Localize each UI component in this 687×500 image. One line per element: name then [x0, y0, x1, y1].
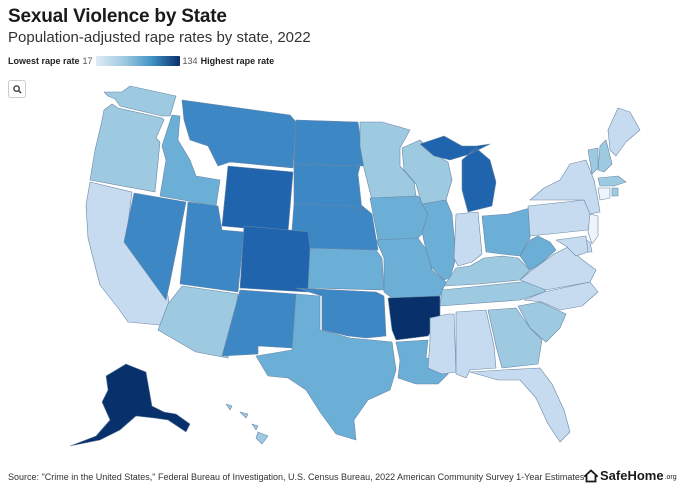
state-pa[interactable]	[527, 199, 593, 237]
state-nh[interactable]	[597, 139, 613, 173]
map-title: Sexual Violence by State	[8, 6, 227, 27]
safehome-logo: SafeHome .org	[584, 468, 677, 483]
state-al[interactable]	[455, 309, 497, 379]
state-mo[interactable]	[375, 237, 447, 299]
legend-low-value: 17	[82, 56, 93, 66]
state-fl[interactable]	[469, 367, 571, 443]
state-co[interactable]	[239, 225, 313, 293]
color-legend: Lowest rape rate 17 134 Highest rape rat…	[8, 54, 274, 68]
brand-name: SafeHome	[600, 468, 664, 483]
state-wa[interactable]	[103, 85, 177, 117]
state-nc[interactable]	[523, 281, 599, 311]
state-la[interactable]	[395, 339, 449, 385]
state-mi[interactable]	[419, 135, 497, 213]
state-wv[interactable]	[519, 235, 557, 271]
state-or[interactable]	[89, 103, 165, 193]
map-subtitle: Population-adjusted rape rates by state,…	[8, 29, 311, 46]
state-ar[interactable]	[387, 295, 441, 341]
state-il[interactable]	[421, 199, 457, 281]
zoom-button[interactable]	[8, 80, 26, 98]
state-in[interactable]	[453, 211, 483, 267]
state-wy[interactable]	[221, 165, 294, 233]
state-sd[interactable]	[293, 163, 363, 211]
state-nj[interactable]	[587, 213, 599, 245]
state-ia[interactable]	[369, 195, 431, 241]
state-oh[interactable]	[481, 207, 531, 257]
search-icon	[12, 84, 22, 94]
state-ne[interactable]	[291, 203, 379, 251]
state-ma[interactable]	[597, 175, 627, 187]
state-ri[interactable]	[611, 187, 619, 197]
state-ny[interactable]	[529, 159, 601, 215]
state-md[interactable]	[555, 235, 589, 257]
state-ks[interactable]	[307, 247, 385, 291]
state-az[interactable]	[157, 285, 239, 359]
house-logo-icon	[584, 468, 598, 482]
state-nd[interactable]	[293, 119, 365, 167]
state-ok[interactable]	[295, 287, 387, 339]
state-id[interactable]	[159, 114, 221, 207]
legend-high-label: Highest rape rate	[200, 56, 275, 66]
state-ms[interactable]	[427, 313, 457, 375]
state-nv[interactable]	[123, 192, 187, 301]
state-ak[interactable]	[69, 363, 191, 447]
legend-high-value: 134	[182, 56, 198, 66]
legend-gradient-bar	[95, 56, 180, 66]
state-ky[interactable]	[443, 255, 531, 287]
state-me[interactable]	[607, 107, 641, 157]
state-ct[interactable]	[597, 187, 611, 201]
state-ga[interactable]	[487, 307, 543, 369]
state-mt[interactable]	[181, 99, 297, 169]
source-note: Source: "Crime in the United States," Fe…	[8, 472, 585, 482]
legend-low-label: Lowest rape rate	[8, 56, 80, 66]
state-tx[interactable]	[255, 293, 397, 441]
state-hi[interactable]	[225, 403, 269, 445]
brand-suffix: .org	[664, 474, 677, 481]
